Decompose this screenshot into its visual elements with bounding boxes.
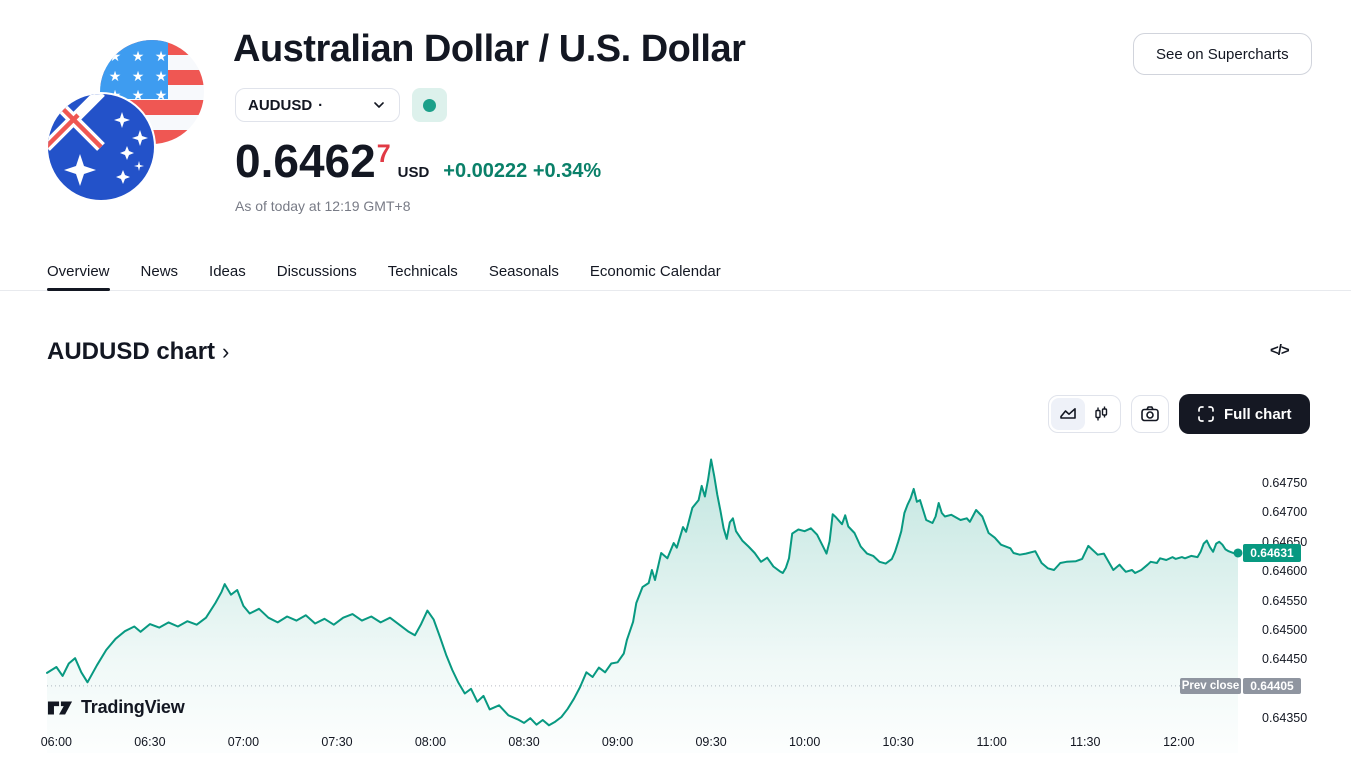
svg-text:★: ★: [155, 88, 168, 104]
price-change: +0.00222 +0.34%: [443, 160, 601, 183]
tab-economic-calendar[interactable]: Economic Calendar: [590, 252, 721, 290]
symbol-label: AUDUSD: [248, 96, 313, 114]
area-chart-icon: [1059, 408, 1076, 419]
area-fill: [47, 459, 1238, 753]
candles-chart-style-button[interactable]: [1085, 398, 1119, 430]
tab-discussions[interactable]: Discussions: [277, 252, 357, 290]
full-chart-button[interactable]: Full chart: [1179, 394, 1310, 434]
chart-style-switcher: [1048, 395, 1121, 433]
svg-text:★: ★: [132, 69, 145, 85]
as-of-timestamp: As of today at 12:19 GMT+8: [235, 198, 411, 214]
last-price-dot: [1233, 548, 1243, 558]
price-currency: USD: [397, 164, 430, 181]
tab-overview[interactable]: Overview: [47, 252, 110, 291]
tab-seasonals[interactable]: Seasonals: [489, 252, 559, 290]
tab-news[interactable]: News: [141, 252, 179, 290]
chart-section-heading-link[interactable]: AUDUSD chart ›: [47, 338, 229, 366]
last-price-fraction-digit: 7: [376, 140, 391, 168]
price-line: [46, 458, 1239, 727]
audusd-flag-pair: ★★★ ★★★ ★★★: [46, 40, 204, 202]
candles-icon: [1095, 406, 1108, 421]
chevron-right-icon: ›: [222, 339, 230, 364]
tradingview-logo-text: TradingView: [81, 697, 185, 717]
supercharts-button-label: See on Supercharts: [1156, 45, 1289, 63]
symbol-separator: ·: [318, 96, 324, 114]
svg-text:★: ★: [132, 88, 145, 104]
tradingview-logo-icon: [47, 701, 73, 714]
prev-close-value: 0.64405: [1250, 678, 1294, 693]
prev-close-label-badge: Prev close: [1180, 677, 1241, 694]
tradingview-logo[interactable]: TradingView: [47, 697, 185, 718]
last-price-badge-value: 0.64631: [1250, 545, 1294, 560]
symbol-tabbar: Overview News Ideas Discussions Technica…: [0, 252, 1351, 291]
prev-close-label: Prev close: [1181, 679, 1240, 692]
market-open-dot-icon: [423, 98, 436, 112]
tab-technicals[interactable]: Technicals: [388, 252, 458, 290]
last-price: 0.6462: [235, 135, 376, 187]
svg-text:★: ★: [155, 49, 168, 65]
svg-text:★: ★: [109, 69, 122, 85]
symbol-row: AUDUSD ·: [235, 88, 447, 122]
page-title: Australian Dollar / U.S. Dollar: [233, 28, 746, 70]
see-on-supercharts-button[interactable]: See on Supercharts: [1133, 33, 1312, 75]
area-chart-style-button[interactable]: [1051, 398, 1085, 430]
embed-code-icon[interactable]: </>: [1270, 342, 1290, 359]
tab-ideas[interactable]: Ideas: [209, 252, 246, 290]
camera-icon: [1141, 406, 1159, 422]
snapshot-camera-button[interactable]: [1131, 395, 1169, 433]
chevron-down-icon: [374, 102, 384, 108]
svg-text:★: ★: [155, 69, 168, 85]
fullscreen-icon: [1198, 406, 1214, 422]
svg-text:★: ★: [132, 49, 145, 65]
symbol-selector-dropdown[interactable]: AUDUSD ·: [235, 88, 400, 122]
full-chart-label: Full chart: [1224, 405, 1292, 423]
market-status-indicator: [412, 88, 447, 122]
price-block: 0.6462 7 USD +0.00222 +0.34%: [235, 134, 601, 189]
price-change-pct: +0.34%: [532, 160, 602, 182]
last-price-badge: 0.64631: [1243, 543, 1301, 562]
price-change-abs: +0.00222: [443, 160, 528, 182]
prev-close-value-badge: 0.64405: [1243, 677, 1301, 694]
chart-section-heading: AUDUSD chart: [47, 338, 216, 365]
